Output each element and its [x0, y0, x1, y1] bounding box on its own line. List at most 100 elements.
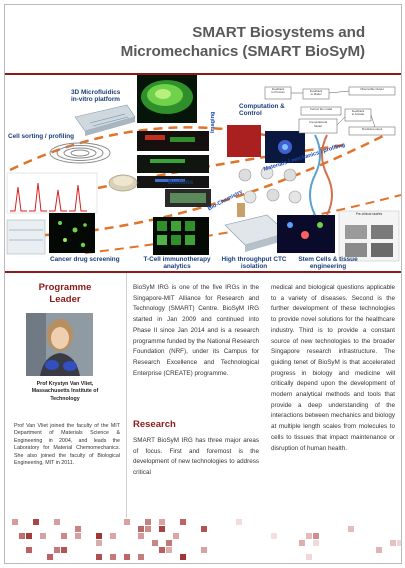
programme-leader-column: Programme Leader Prof Krystyn Van Vliet,… [5, 273, 125, 523]
square-pattern [12, 519, 401, 560]
decorative-square [138, 526, 144, 532]
decorative-square [124, 554, 130, 560]
diagram-feedback-process: Feedback to Process [271, 87, 285, 95]
decorative-square [124, 519, 130, 525]
cell-render-image [227, 125, 305, 163]
label-biofilms: Biofilms [168, 179, 194, 186]
decorative-square [19, 533, 25, 539]
decorative-square [159, 547, 165, 553]
microfluidic-chip-image [74, 104, 136, 136]
decorative-square [152, 540, 158, 546]
dna-helix-image [309, 134, 333, 216]
title-line-1: SMART Biosystems and [192, 24, 365, 41]
heading-line-1: Programme [38, 282, 92, 293]
label-imaging: Imaging [210, 111, 216, 133]
decorative-square [61, 547, 67, 553]
diagram-feedback-model: Feedback to Model [309, 89, 323, 97]
leader-photo-graphic [26, 313, 93, 376]
decorative-square [180, 554, 186, 560]
leader-caption: Prof Krystyn Van Vliet, Massachusetts In… [15, 381, 115, 403]
tcell-image [153, 217, 209, 255]
research-heading: Research [133, 419, 176, 430]
cell-sorting-spiral-image [49, 142, 111, 164]
label-stem-cells: Stem Cells & tissue engineering [298, 256, 358, 270]
decorative-square [166, 540, 172, 546]
label-microfluidics: 3D Microfluidics in-vitro platform [71, 89, 121, 103]
research-text-2: medical and biological questions applica… [271, 284, 395, 452]
decorative-square [33, 519, 39, 525]
green-tissue-image [137, 75, 197, 123]
decorative-square [348, 526, 354, 532]
decorative-square [54, 519, 60, 525]
research-text-1: SMART BioSyM IRG has three major areas o… [133, 437, 259, 477]
cancer-screening-image [6, 213, 95, 255]
caption-line-2: Massachusetts Institute of [31, 388, 99, 395]
caption-line-1: Prof Krystyn Van Vliet, [36, 381, 94, 387]
stem-cell-image [277, 215, 335, 253]
flow-histograms-image [6, 172, 98, 214]
decorative-square [47, 554, 53, 560]
decorative-square [26, 533, 32, 539]
decorative-square [26, 547, 32, 553]
decorative-squares [12, 519, 401, 560]
decorative-square [397, 540, 401, 546]
decorative-square [201, 547, 207, 553]
diagram-feedback-actuate: Feedback to Actuate [351, 109, 365, 117]
decorative-square [75, 533, 81, 539]
decorative-square [96, 533, 102, 539]
decorative-square [145, 519, 151, 525]
decorative-square [201, 526, 207, 532]
decorative-square [159, 519, 165, 525]
imaging-strips-image [137, 131, 209, 188]
diagram-observable-output: Observable Output [360, 87, 384, 91]
decorative-square [40, 533, 46, 539]
molecule-models-image [238, 166, 302, 204]
decorative-square [166, 547, 172, 553]
label-ctc: High throughput CTC isolation [221, 256, 287, 270]
diagram-computational-model: Computational Model [308, 120, 328, 128]
intro-text: BioSyM IRG is one of the five IRGs in th… [133, 284, 259, 377]
decorative-square [110, 533, 116, 539]
top-divider [5, 73, 401, 75]
research-paragraph-2: medical and biological questions applica… [271, 283, 395, 454]
decorative-square [61, 533, 67, 539]
decorative-square [271, 533, 277, 539]
collage-graphics [6, 75, 401, 262]
decorative-square [313, 540, 319, 546]
intro-paragraph: BioSyM IRG is one of the five IRGs in th… [133, 283, 259, 379]
poster-page: SMART Biosystems and Micromechanics (SMA… [4, 4, 402, 564]
leader-bio: Prof Van Vliet joined the faculty of the… [14, 423, 120, 467]
diagram-predicted-output: Predicted output [361, 127, 383, 131]
heading-line-2: Leader [49, 294, 81, 305]
decorative-square [145, 526, 151, 532]
preclinical-image [338, 210, 400, 262]
programme-leader-heading: Programme Leader [5, 282, 125, 306]
decorative-square [390, 540, 396, 546]
petri-dish-image [108, 174, 138, 192]
label-computation: Computation & Control [239, 103, 285, 117]
decorative-square [236, 519, 242, 525]
control-diagram [264, 86, 396, 136]
decorative-square [75, 526, 81, 532]
decorative-square [173, 533, 179, 539]
decorative-square [54, 547, 60, 553]
label-tcell: T-Cell immunotherapy analytics [143, 256, 211, 270]
title-line-2: Micromechanics (SMART BioSyM) [120, 43, 365, 60]
decorative-square [138, 533, 144, 539]
decorative-square [313, 533, 319, 539]
decorative-square [299, 540, 305, 546]
biofilm-image [165, 189, 211, 207]
preclinical-label: Pre-clinical studies [355, 212, 383, 216]
research-collage: 3D Microfluidics in-vitro platform Cell … [5, 75, 401, 271]
poster-title: SMART Biosystems and Micromechanics (SMA… [121, 23, 365, 61]
decorative-square [96, 540, 102, 546]
control-diagram-arrows [291, 90, 376, 128]
research-paragraph-1: SMART BioSyM IRG has three major areas o… [133, 436, 259, 479]
decorative-square [180, 519, 186, 525]
decorative-square [376, 547, 382, 553]
decorative-square [306, 554, 312, 560]
decorative-square [12, 519, 18, 525]
diagram-correct-model: Correct the model [309, 107, 333, 111]
decorative-square [306, 533, 312, 539]
decorative-square [110, 554, 116, 560]
